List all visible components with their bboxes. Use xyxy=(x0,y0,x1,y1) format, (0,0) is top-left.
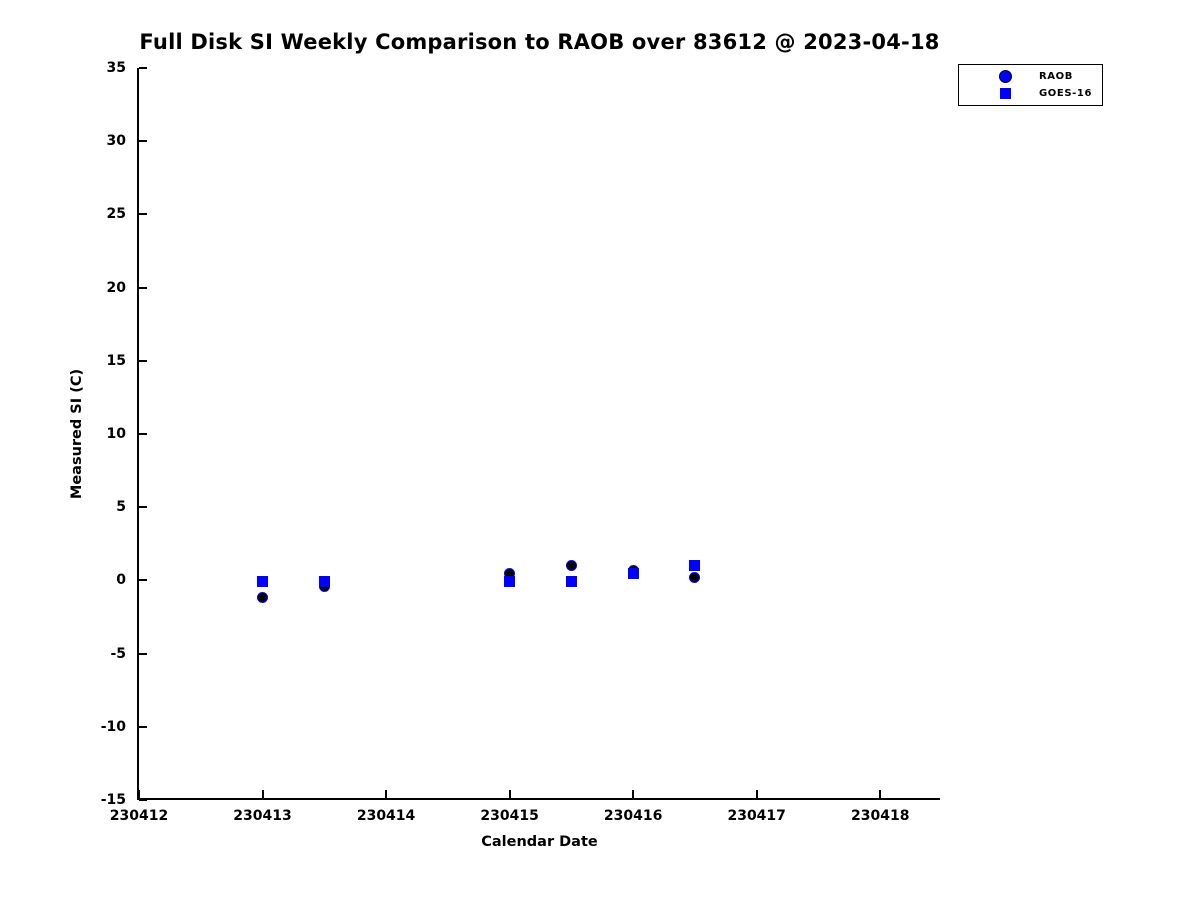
y-tick-mark xyxy=(139,652,147,655)
y-tick-label: 35 xyxy=(106,60,126,76)
legend-label-raob: RAOB xyxy=(1039,71,1073,83)
data-point-raob xyxy=(257,592,269,604)
legend-marker-slot xyxy=(998,70,1012,84)
x-tick-mark xyxy=(755,790,758,798)
x-tick-label: 230416 xyxy=(603,808,663,824)
legend-item-goes-16: GOES-16 xyxy=(959,86,1102,101)
y-tick-mark xyxy=(139,286,147,289)
y-tick-mark xyxy=(139,67,147,69)
plot-area: 35 30 25 20 15 10 5 0 -5 -10 -15 230412 230413 230414… xyxy=(101,60,940,850)
x-axis-label: Calendar Date xyxy=(481,834,598,850)
y-tick-label: 5 xyxy=(116,499,126,516)
y-tick-label: 20 xyxy=(106,279,126,296)
y-tick-mark xyxy=(139,506,147,509)
y-tick-mark xyxy=(139,725,147,728)
goes-16-square-marker-icon xyxy=(999,87,1011,99)
y-tick-mark xyxy=(139,579,147,582)
x-tick-mark xyxy=(632,790,635,798)
data-point-raob xyxy=(689,571,701,583)
x-tick-mark xyxy=(879,790,882,798)
x-tick-label: 230415 xyxy=(480,808,539,824)
x-tick-label: 230414 xyxy=(356,808,416,824)
y-tick-label: 10 xyxy=(106,426,126,442)
x-tick-mark xyxy=(261,790,264,798)
y-tick-label: -10 xyxy=(100,718,126,735)
y-tick-mark xyxy=(139,433,147,435)
y-tick-mark xyxy=(139,359,147,362)
raob-circle-marker-icon xyxy=(998,70,1012,84)
data-point-goes-16 xyxy=(689,560,701,572)
data-point-goes-16 xyxy=(627,568,639,580)
data-point-goes-16 xyxy=(257,576,269,588)
x-tick-label: 230413 xyxy=(233,808,292,824)
y-axis-label: Measured SI (C) xyxy=(69,368,86,500)
x-tick-mark xyxy=(385,790,388,798)
legend-marker-slot xyxy=(998,87,1012,99)
x-tick-mark xyxy=(508,790,511,798)
y-tick-label: 0 xyxy=(116,572,126,589)
y-tick-mark xyxy=(139,799,147,801)
chart-title: Full Disk SI Weekly Comparison to RAOB o… xyxy=(139,30,940,54)
y-tick-label: 25 xyxy=(106,206,126,223)
x-tick-label: 230412 xyxy=(109,808,169,824)
y-axis-label-container: Measured SI (C) xyxy=(60,68,94,800)
legend-item-raob: RAOB xyxy=(959,69,1102,84)
data-point-raob xyxy=(565,560,577,572)
data-point-goes-16 xyxy=(504,576,516,588)
x-tick-label: 230418 xyxy=(850,808,910,824)
x-tick-label: 230417 xyxy=(727,808,786,824)
legend: RAOB GOES-16 xyxy=(958,64,1103,106)
y-tick-label: 15 xyxy=(106,352,126,369)
data-point-goes-16 xyxy=(318,576,330,588)
data-point-goes-16 xyxy=(565,576,577,588)
y-tick-label: -15 xyxy=(100,792,126,808)
x-tick-mark xyxy=(138,790,140,798)
y-tick-label: 30 xyxy=(106,133,126,150)
y-tick-mark xyxy=(139,213,147,216)
legend-label-goes-16: GOES-16 xyxy=(1039,87,1093,99)
y-tick-label: -5 xyxy=(110,645,126,662)
y-tick-mark xyxy=(139,140,147,143)
